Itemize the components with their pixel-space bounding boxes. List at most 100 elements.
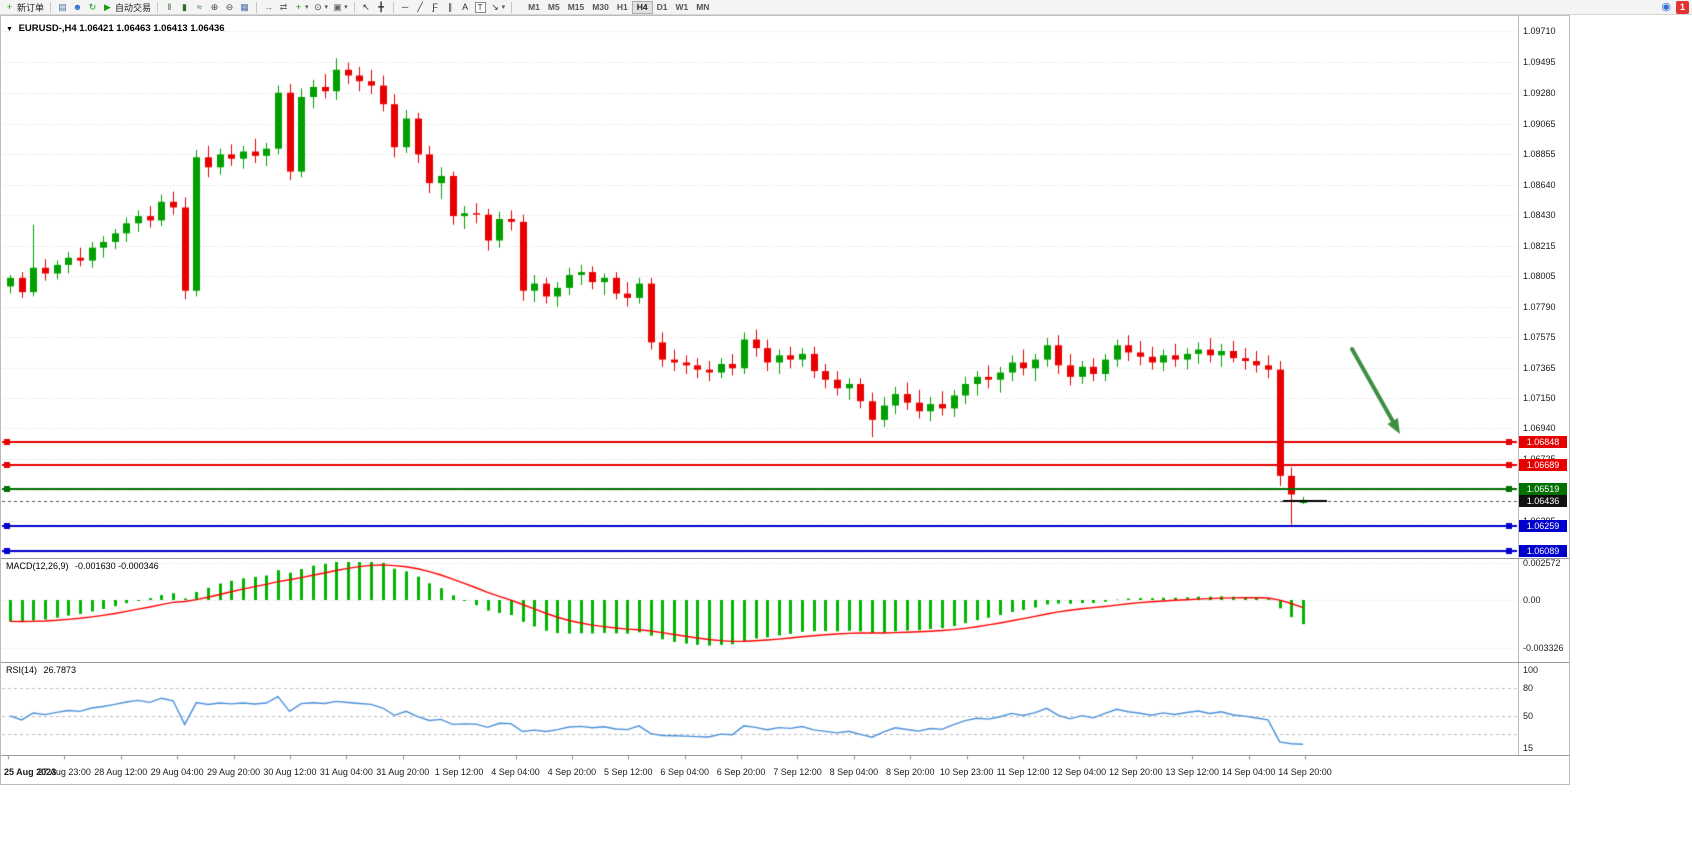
candlestick-icon[interactable]: ▮	[177, 1, 192, 14]
main-toolbar: + 新订单 ▤ ☻ ↻ ▶ 自动交易 ‖ ▮ ≈ ⊕ ⊖ ▦ → ⇄ + ▾ ⊙ ▾ ▣ ▾ ↖ ╋ ─ ╱ Ƒ ∥ A T ↘ ▾ M1 M…	[0, 0, 1692, 15]
fibonacci-icon[interactable]: Ƒ	[428, 1, 443, 14]
rsi-indicator-label: RSI(14) 26.7873	[6, 665, 76, 675]
channel-icon-glyph: ∥	[447, 1, 453, 12]
rsi-value-text: 26.7873	[43, 665, 77, 675]
timeframe-mn[interactable]: MN	[696, 1, 710, 12]
quote-ohlc: 1.06421 1.06463 1.06413 1.06436	[79, 23, 225, 34]
price-axis-separator	[1518, 16, 1519, 755]
zoom-in-icon-glyph: ⊕	[210, 1, 219, 12]
rsi-panel-separator[interactable]	[1, 662, 1569, 663]
chart-shift-icon-glyph: ⇄	[279, 1, 288, 12]
zoom-out-icon[interactable]: ⊖	[222, 1, 237, 14]
charts-grid-icon-glyph: ▤	[58, 1, 67, 12]
price-axis-label: 1.09065	[1523, 118, 1556, 129]
new-order-button[interactable]: + 新订单	[2, 1, 46, 14]
toolbar-separator	[353, 1, 355, 13]
channel-icon[interactable]: ∥	[443, 1, 458, 14]
line-chart-icon[interactable]: ≈	[192, 1, 207, 14]
horizontal-line-icon-glyph: ─	[401, 1, 409, 12]
price-axis-label: 1.08215	[1523, 240, 1556, 251]
macd-panel-separator[interactable]	[1, 558, 1569, 559]
zoom-in-icon[interactable]: ⊕	[207, 1, 222, 14]
auto-trading-button[interactable]: ▶ 自动交易	[100, 1, 153, 14]
price-tag-support-line[interactable]: 1.06089	[1519, 544, 1567, 557]
symbol-label: EURUSD-,H4	[18, 23, 77, 34]
arrows-icon-glyph: ↘	[491, 1, 499, 12]
price-axis-label: 1.07365	[1523, 362, 1556, 373]
text-icon-glyph: A	[462, 1, 469, 12]
toolbar-separator	[157, 1, 159, 13]
new-order-button-label: 新订单	[17, 2, 45, 13]
price-axis-label: 1.08005	[1523, 270, 1556, 281]
cursor-icon[interactable]: ↖	[359, 1, 374, 14]
toolbar-right-icons: ◉ 1	[1661, 1, 1689, 14]
price-tag-current-price[interactable]: 1.06436	[1519, 494, 1567, 507]
auto-trading-glyph: ▶	[104, 1, 111, 12]
auto-trading-button-label: 自动交易	[115, 2, 152, 13]
macd-values-text: -0.001630 -0.000346	[75, 561, 159, 571]
time-axis-label: 31 Aug 04:00	[319, 767, 373, 777]
price-tag-support-line[interactable]: 1.06259	[1519, 520, 1567, 533]
timeframe-m30[interactable]: M30	[592, 1, 609, 12]
symbol-dropdown-icon[interactable]: ▼	[6, 26, 13, 33]
templates-icon[interactable]: ▣ ▾	[330, 1, 350, 14]
caret-down-icon: ▾	[344, 4, 348, 11]
auto-scroll-icon[interactable]: →	[261, 1, 276, 14]
macd-title-text: MACD(12,26,9)	[6, 561, 69, 571]
indicators-icon-glyph: +	[295, 1, 302, 12]
toolbar-separator	[50, 1, 52, 13]
arrows-icon[interactable]: ↘ ▾	[488, 1, 508, 14]
time-axis-label: 8 Sep 20:00	[885, 767, 935, 777]
fibonacci-icon-glyph: Ƒ	[432, 1, 438, 12]
trendline-icon-glyph: ╱	[417, 1, 423, 12]
time-axis-label: 27 Aug 23:00	[37, 767, 91, 777]
profile-icon[interactable]: ☻	[70, 1, 85, 14]
crosshair-icon-glyph: ╋	[378, 1, 384, 12]
price-axis-label: 1.06940	[1523, 423, 1556, 434]
timeframe-m5[interactable]: M5	[547, 1, 560, 12]
time-axis-label: 5 Sep 12:00	[604, 767, 653, 777]
trendline-icon[interactable]: ╱	[413, 1, 428, 14]
label-icon[interactable]: T	[473, 1, 488, 14]
bar-chart-icon-glyph: ‖	[167, 1, 172, 12]
crosshair-icon[interactable]: ╋	[374, 1, 389, 14]
time-axis-label: 10 Sep 23:00	[939, 767, 994, 777]
time-axis-label: 25 Aug 2023	[4, 767, 57, 777]
time-axis-label: 14 Sep 20:00	[1278, 767, 1332, 777]
rsi-axis-label: 80	[1523, 683, 1534, 694]
time-axis-label: 7 Sep 12:00	[773, 767, 822, 777]
time-axis-label: 11 Sep 12:00	[996, 767, 1050, 777]
price-tag-resistance-line[interactable]: 1.06848	[1519, 435, 1567, 448]
bar-chart-icon[interactable]: ‖	[162, 1, 177, 14]
refresh-icon[interactable]: ↻	[85, 1, 100, 14]
price-axis-label: 1.09495	[1523, 56, 1556, 67]
timeframe-d1[interactable]: D1	[656, 1, 668, 12]
rsi-title-text: RSI(14)	[6, 665, 38, 675]
timeframe-toolbar: M1 M5 M15 M30 H1 H4 D1 W1 MN	[524, 0, 713, 14]
tile-windows-icon[interactable]: ▦	[237, 1, 252, 14]
community-icon[interactable]: ◉	[1661, 1, 1671, 13]
charts-grid-icon[interactable]: ▤	[55, 1, 70, 14]
macd-axis-label: 0.002572	[1523, 557, 1561, 568]
price-axis-label: 1.09710	[1523, 26, 1556, 36]
toolbar-separator	[256, 1, 258, 13]
indicators-icon[interactable]: + ▾	[291, 1, 311, 14]
timeframe-w1[interactable]: W1	[675, 1, 689, 12]
tile-windows-icon-glyph: ▦	[240, 1, 249, 12]
text-icon[interactable]: A	[458, 1, 473, 14]
timeframe-h1[interactable]: H1	[616, 1, 628, 12]
time-axis-label: 6 Sep 04:00	[660, 767, 709, 777]
timeframe-m15[interactable]: M15	[567, 1, 585, 12]
horizontal-line-icon[interactable]: ─	[398, 1, 413, 14]
periods-icon[interactable]: ⊙ ▾	[311, 1, 331, 14]
price-tag-resistance-line[interactable]: 1.06689	[1519, 458, 1567, 471]
price-tag-support-line[interactable]: 1.06519	[1519, 482, 1567, 495]
chart-shift-icon[interactable]: ⇄	[276, 1, 291, 14]
time-axis-label: 13 Sep 12:00	[1165, 767, 1219, 777]
notification-badge[interactable]: 1	[1676, 1, 1689, 14]
timeframe-m1[interactable]: M1	[528, 1, 540, 12]
rsi-axis-label: 15	[1523, 742, 1534, 753]
timeframe-h4[interactable]: H4	[631, 0, 653, 14]
